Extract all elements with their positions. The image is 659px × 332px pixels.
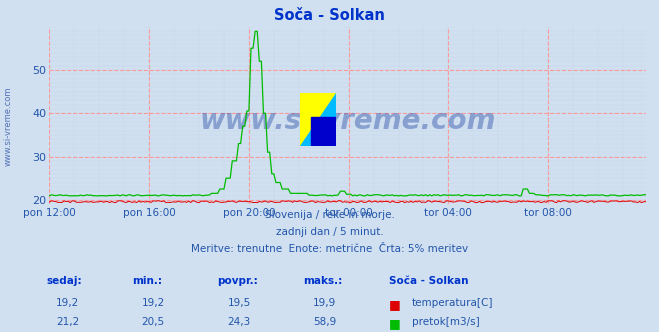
Text: pretok[m3/s]: pretok[m3/s] <box>412 317 480 327</box>
Text: Slovenija / reke in morje.: Slovenija / reke in morje. <box>264 210 395 220</box>
Text: zadnji dan / 5 minut.: zadnji dan / 5 minut. <box>275 227 384 237</box>
Polygon shape <box>300 93 336 146</box>
Text: 19,9: 19,9 <box>313 298 336 308</box>
Text: www.si-vreme.com: www.si-vreme.com <box>200 107 496 135</box>
Text: 58,9: 58,9 <box>313 317 336 327</box>
Text: 24,3: 24,3 <box>227 317 250 327</box>
Text: temperatura[C]: temperatura[C] <box>412 298 494 308</box>
Text: Soča - Solkan: Soča - Solkan <box>274 8 385 23</box>
Text: Meritve: trenutne  Enote: metrične  Črta: 5% meritev: Meritve: trenutne Enote: metrične Črta: … <box>191 244 468 254</box>
Text: maks.:: maks.: <box>303 276 343 286</box>
Text: ■: ■ <box>389 298 401 311</box>
Text: ■: ■ <box>389 317 401 330</box>
Text: 19,5: 19,5 <box>227 298 250 308</box>
Text: 20,5: 20,5 <box>142 317 165 327</box>
Text: www.si-vreme.com: www.si-vreme.com <box>4 86 13 166</box>
Text: povpr.:: povpr.: <box>217 276 258 286</box>
Bar <box>311 117 336 146</box>
Text: min.:: min.: <box>132 276 162 286</box>
Text: 21,2: 21,2 <box>56 317 79 327</box>
Text: sedaj:: sedaj: <box>46 276 82 286</box>
Text: Soča - Solkan: Soča - Solkan <box>389 276 469 286</box>
Polygon shape <box>300 93 336 146</box>
Text: 19,2: 19,2 <box>142 298 165 308</box>
Text: 19,2: 19,2 <box>56 298 79 308</box>
